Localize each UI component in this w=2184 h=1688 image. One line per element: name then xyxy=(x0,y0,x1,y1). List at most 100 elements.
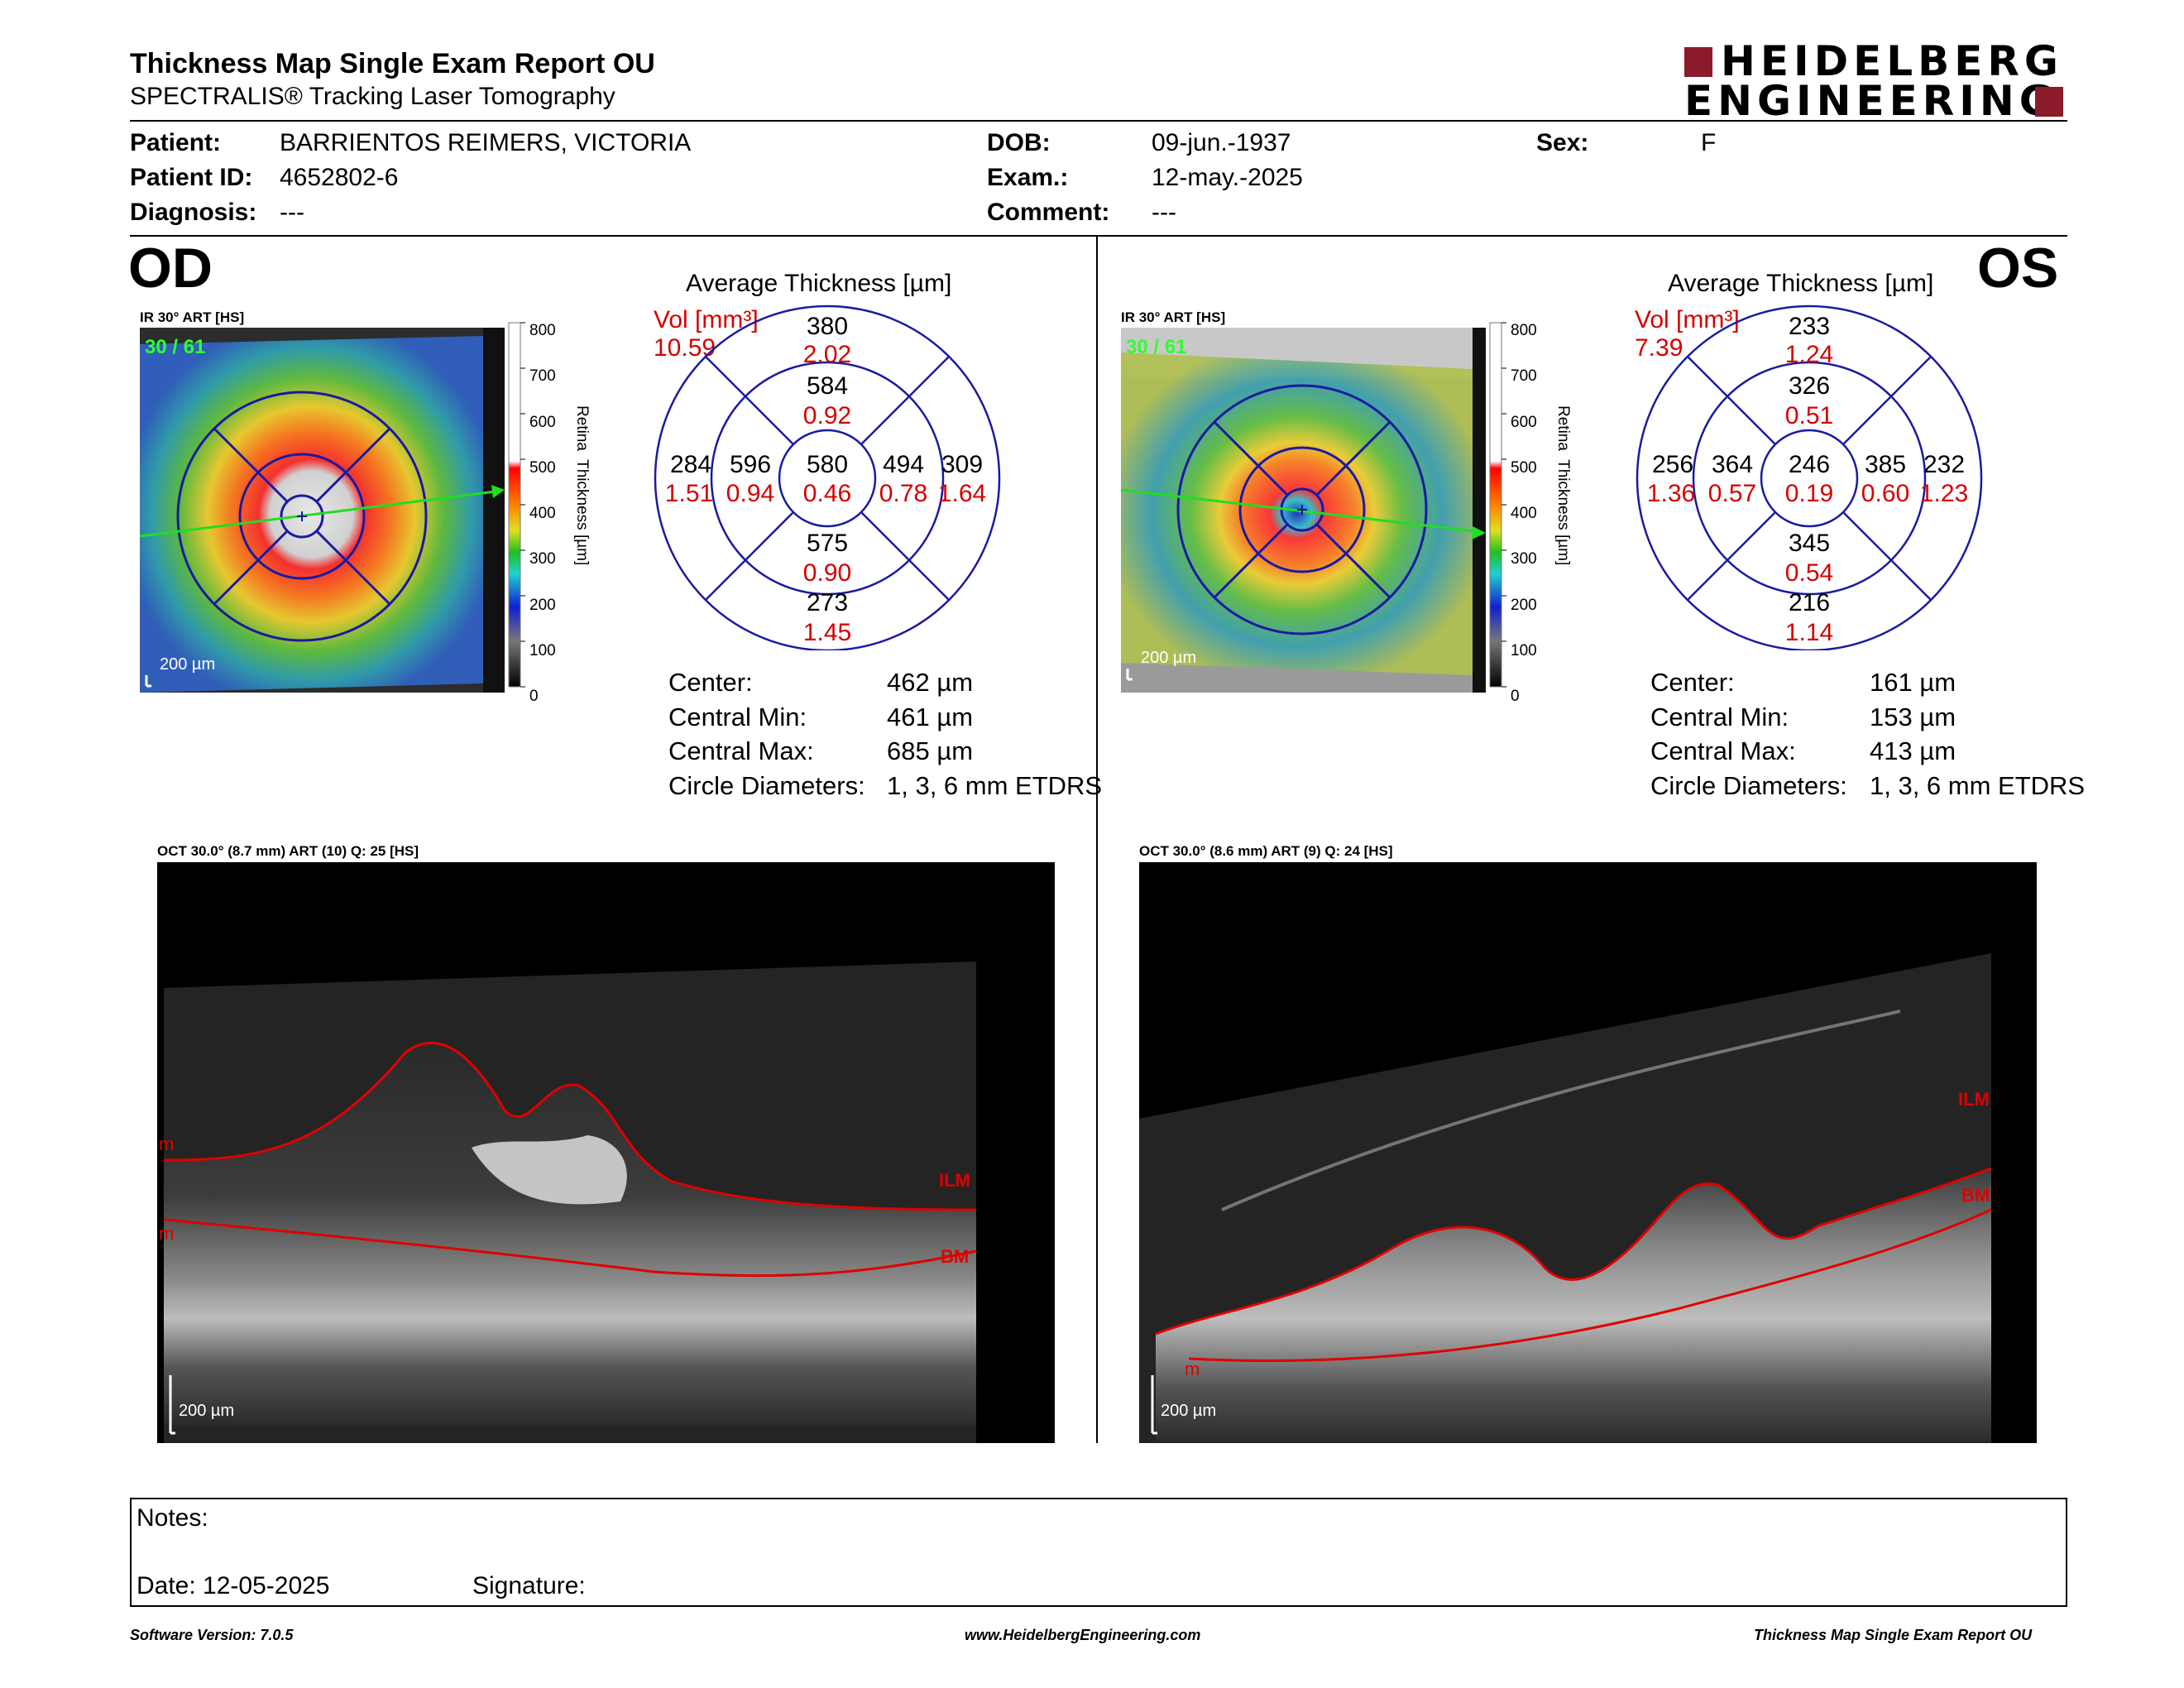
sex-label: Sex: xyxy=(1536,129,1589,156)
od-ir-label: IR 30° ART [HS] xyxy=(140,309,245,325)
os-stat-min-label: Central Min: xyxy=(1650,703,1789,731)
od-colorbar-axis-label: Retina Thickness [µm] xyxy=(573,405,591,566)
logo-red-square-bottom xyxy=(2035,87,2063,117)
notes-date: Date: 12-05-2025 xyxy=(136,1572,330,1599)
od-tick: 300 xyxy=(529,550,556,568)
dob-label: DOB: xyxy=(987,129,1051,156)
os-center-volume: 0.19 xyxy=(1784,480,1834,507)
header-divider xyxy=(130,120,2067,122)
center-divider xyxy=(1096,235,1098,1443)
os-frame-counter: 30 / 61 xyxy=(1126,336,1187,358)
os-stat-center-value: 161 µm xyxy=(1870,668,1956,697)
logo-red-square-top xyxy=(1684,47,1712,77)
notes-signature-label: Signature: xyxy=(472,1572,586,1599)
os-stat-max-value: 413 µm xyxy=(1870,736,1956,765)
os-tick: 400 xyxy=(1511,505,1537,523)
patient-id: 4652802-6 xyxy=(280,164,399,191)
os-eye-label: OS xyxy=(1977,237,2059,300)
od-center-volume: 0.46 xyxy=(802,480,852,507)
notes-box[interactable]: Notes: Date: 12-05-2025 Signature: xyxy=(130,1498,2067,1607)
od-tick: 100 xyxy=(529,642,556,660)
logo-text-line1: HEIDELBERG xyxy=(1721,37,2063,85)
od-outer-right-volume: 1.64 xyxy=(937,480,987,507)
patient-name: BARRIENTOS REIMERS, VICTORIA xyxy=(280,129,692,156)
os-oct-label: OCT 30.0° (8.6 mm) ART (9) Q: 24 [HS] xyxy=(1139,843,1393,859)
od-inner-right-volume: 0.78 xyxy=(879,480,928,507)
od-tick: 800 xyxy=(529,322,556,339)
comment-label: Comment: xyxy=(987,199,1110,226)
od-tick: 400 xyxy=(529,505,556,523)
sex-value: F xyxy=(1701,129,1717,156)
os-inner-bottom-thickness: 345 xyxy=(1788,530,1831,557)
os-inner-top-volume: 0.51 xyxy=(1784,402,1834,429)
os-outer-top-volume: 1.24 xyxy=(1784,341,1834,368)
od-layer-ilm-label: ILM xyxy=(939,1170,970,1191)
od-outer-top-thickness: 380 xyxy=(806,313,849,340)
os-colorbar-axis-label: Retina Thickness [µm] xyxy=(1554,405,1572,566)
os-oct-bscan[interactable]: m ILM BM 200 µm xyxy=(1139,862,2037,1443)
os-etdrs-grid xyxy=(1636,303,1983,652)
os-vol-value: 7.39 xyxy=(1635,334,1684,362)
od-outer-bottom-volume: 1.45 xyxy=(802,619,852,646)
os-inner-right-volume: 0.60 xyxy=(1861,480,1910,507)
heidelberg-logo: HEIDELBERG ENGINEERING xyxy=(1684,41,2065,125)
os-thickness-map[interactable]: 30 / 61 200 µm xyxy=(1121,328,1486,693)
footer-website-link[interactable]: www.HeidelbergEngineering.com xyxy=(965,1627,1201,1643)
od-layer-m-bottom: m xyxy=(159,1223,175,1244)
comment-value: --- xyxy=(1152,199,1176,226)
os-colorbar-ticks: 800 700 600 500 400 300 200 100 0 xyxy=(1511,308,1552,720)
od-oct-label: OCT 30.0° (8.7 mm) ART (10) Q: 25 [HS] xyxy=(157,843,419,859)
od-stat-diam-value: 1, 3, 6 mm ETDRS xyxy=(887,771,1103,800)
os-stat-min-value: 153 µm xyxy=(1870,703,1956,731)
dob-value: 09-jun.-1937 xyxy=(1152,129,1291,156)
report-subtitle: SPECTRALIS® Tracking Laser Tomography xyxy=(130,83,615,110)
footer-report-name: Thickness Map Single Exam Report OU xyxy=(1754,1627,2033,1643)
os-tick: 600 xyxy=(1511,413,1537,431)
os-center-thickness: 246 xyxy=(1788,451,1831,478)
footer-software-version: Software Version: 7.0.5 xyxy=(130,1627,294,1643)
od-center-thickness: 580 xyxy=(806,451,849,478)
os-stat-diam-label: Circle Diameters: xyxy=(1650,771,1847,800)
os-stat-diam-value: 1, 3, 6 mm ETDRS xyxy=(1870,771,2086,800)
od-outer-left-volume: 1.51 xyxy=(664,480,714,507)
patient-label: Patient: xyxy=(130,129,222,156)
logo-text-line2: ENGINEERING xyxy=(1684,77,2058,125)
exam-label: Exam.: xyxy=(987,164,1069,191)
os-ir-label: IR 30° ART [HS] xyxy=(1121,309,1226,325)
od-colorbar xyxy=(505,318,571,690)
od-frame-counter: 30 / 61 xyxy=(145,336,206,358)
od-oct-bscan[interactable]: m m ILM BM 200 µm xyxy=(157,862,1055,1443)
os-outer-right-volume: 1.23 xyxy=(1919,480,1969,507)
od-inner-bottom-thickness: 575 xyxy=(806,530,849,557)
od-map-scale-bar: 200 µm xyxy=(160,655,216,674)
od-stat-min-value: 461 µm xyxy=(887,703,974,731)
od-stat-center-value: 462 µm xyxy=(887,668,974,697)
os-stat-max-label: Central Max: xyxy=(1650,736,1796,765)
od-stat-min-label: Central Min: xyxy=(668,703,807,731)
od-tick: 700 xyxy=(529,367,556,386)
od-stat-center-label: Center: xyxy=(668,668,753,697)
od-inner-left-thickness: 596 xyxy=(729,451,772,478)
diagnosis-label: Diagnosis: xyxy=(130,199,257,226)
os-tick: 200 xyxy=(1511,596,1537,614)
os-tick: 700 xyxy=(1511,367,1537,386)
od-tick: 200 xyxy=(529,596,556,614)
os-outer-bottom-volume: 1.14 xyxy=(1784,619,1834,646)
od-inner-right-thickness: 494 xyxy=(882,451,925,478)
os-inner-right-thickness: 385 xyxy=(1864,451,1907,478)
od-inner-top-thickness: 584 xyxy=(806,372,849,400)
os-tick: 500 xyxy=(1511,458,1537,477)
od-thickness-map[interactable]: 30 / 61 200 µm xyxy=(140,328,505,693)
os-layer-bm-label: BM xyxy=(1961,1185,1990,1206)
od-inner-top-volume: 0.92 xyxy=(802,402,852,429)
od-tick: 0 xyxy=(529,688,539,706)
os-outer-top-thickness: 233 xyxy=(1788,313,1831,340)
od-outer-right-thickness: 309 xyxy=(941,451,984,478)
os-oct-scale-bar: 200 µm xyxy=(1161,1402,1217,1420)
od-avg-title: Average Thickness [µm] xyxy=(686,270,952,297)
od-inner-left-volume: 0.94 xyxy=(726,480,775,507)
exam-value: 12-may.-2025 xyxy=(1152,164,1303,191)
report-title: Thickness Map Single Exam Report OU xyxy=(130,48,655,79)
os-tick: 800 xyxy=(1511,322,1537,339)
os-tick: 300 xyxy=(1511,550,1537,568)
